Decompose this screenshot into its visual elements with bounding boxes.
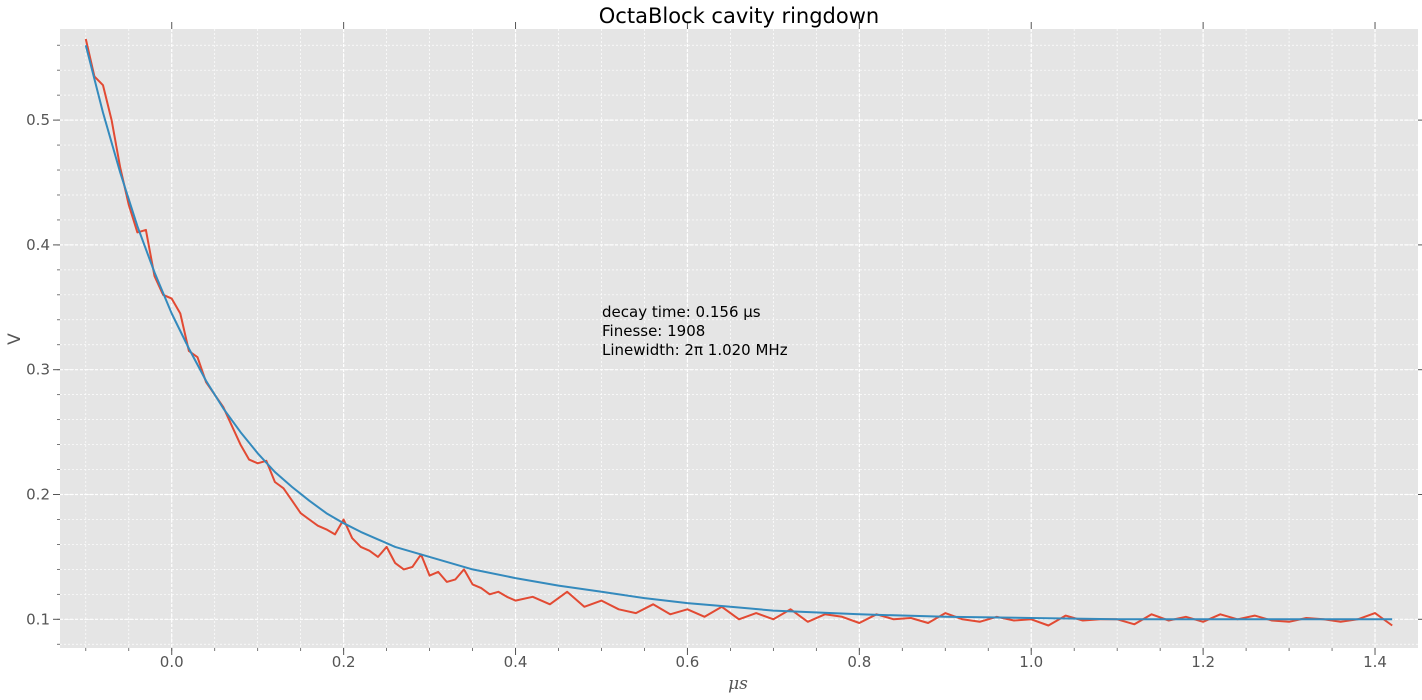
tick-labels: 0.0 0.2 0.4 0.6 0.8 1.0 1.2 1.4 0.1 0.2 0.3 0.4 0.5 [26, 111, 1387, 671]
x-tick-label: 0.2 [332, 653, 356, 671]
x-tick-label: 1.0 [1019, 653, 1043, 671]
series-layer [84, 38, 1393, 627]
x-tick-label: 0.4 [504, 653, 528, 671]
chart-title: OctaBlock cavity ringdown [599, 4, 879, 28]
x-tick-label: 0.6 [676, 653, 700, 671]
y-tick-label: 0.4 [26, 236, 50, 254]
annotation-decay-time: decay time: 0.156 μs [602, 303, 761, 321]
y-tick-label: 0.3 [26, 361, 50, 379]
annotation-linewidth: Linewidth: 2π 1.020 MHz [602, 341, 788, 359]
y-tick-label: 0.5 [26, 111, 50, 129]
y-tick-label: 0.2 [26, 485, 50, 503]
axis-ticks [53, 22, 1422, 655]
y-axis-label: V [5, 333, 25, 345]
x-tick-label: 0.8 [847, 653, 871, 671]
x-tick-label: 0.0 [160, 653, 184, 671]
x-tick-label: 1.2 [1191, 653, 1215, 671]
y-tick-label: 0.1 [26, 610, 50, 628]
x-tick-label: 1.4 [1363, 653, 1387, 671]
annotation-finesse: Finesse: 1908 [602, 322, 705, 340]
plot-background [60, 29, 1418, 648]
x-axis-label: μs [728, 674, 748, 694]
fit-series-line [84, 44, 1393, 621]
